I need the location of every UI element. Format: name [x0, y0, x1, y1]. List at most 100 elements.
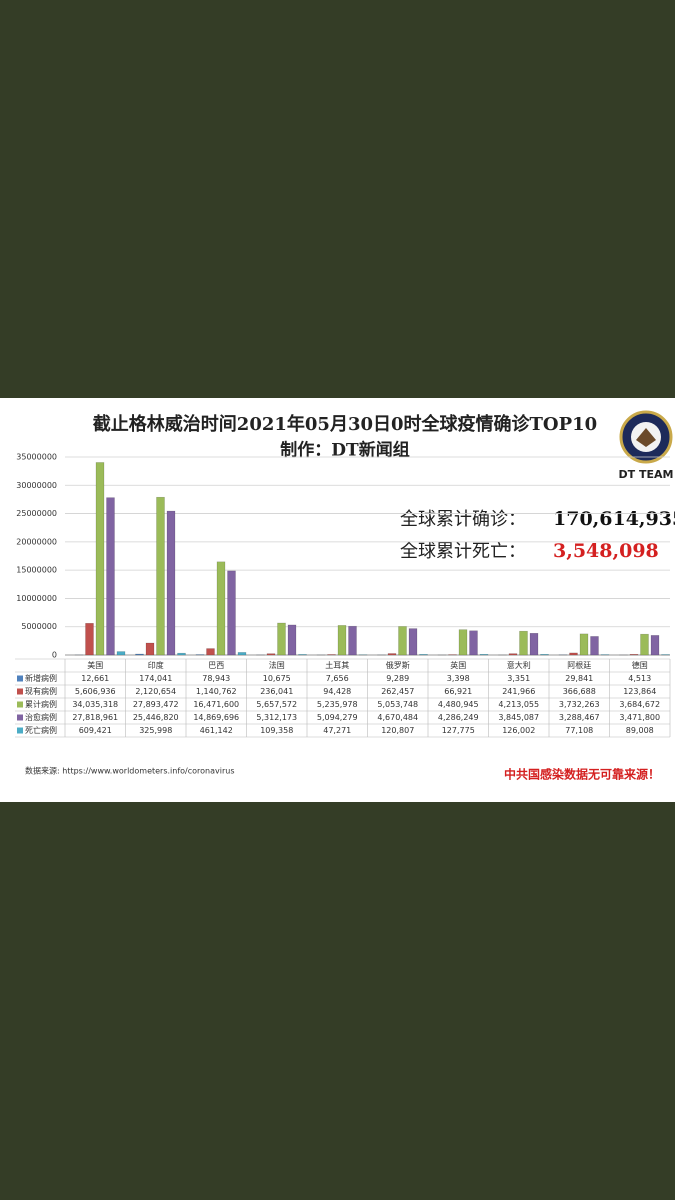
legend-label: 现有病例: [25, 686, 57, 696]
data-label: 5,235,978: [317, 700, 358, 709]
legend-swatch: [17, 688, 23, 695]
bar: [156, 496, 165, 656]
legend-swatch: [17, 675, 23, 682]
x-tick-label: 美国: [87, 660, 103, 670]
legend-label: 治愈病例: [25, 712, 57, 722]
data-label: 325,998: [139, 726, 172, 735]
annotation-value: 170,614,935: [553, 508, 675, 530]
x-tick-label: 意大利: [507, 660, 531, 670]
data-label: 78,943: [202, 674, 230, 683]
bar: [237, 652, 247, 656]
data-label: 27,818,961: [72, 713, 118, 722]
bar: [266, 653, 276, 656]
y-tick-label: 20000000: [16, 537, 57, 546]
data-label: 262,457: [381, 687, 414, 696]
bar: [216, 561, 226, 656]
legend-swatch: [17, 727, 23, 734]
bar: [95, 462, 105, 656]
data-label: 4,286,249: [438, 713, 479, 722]
legend-label: 新增病例: [25, 673, 57, 683]
bar: [298, 654, 307, 656]
y-tick-label: 25000000: [16, 509, 57, 518]
data-label: 3,845,087: [498, 713, 539, 722]
data-label: 66,921: [444, 687, 472, 696]
bar: [629, 654, 639, 656]
data-label: 3,288,467: [559, 713, 600, 722]
data-label: 2,120,654: [135, 687, 176, 696]
y-tick-label: 10000000: [16, 594, 57, 603]
logo: [619, 410, 673, 464]
data-label: 3,732,263: [559, 700, 600, 709]
data-label: 120,807: [381, 726, 414, 735]
x-tick-label: 俄罗斯: [386, 660, 410, 670]
source: 数据来源: https://www.worldometers.info/coro…: [25, 766, 235, 776]
bar: [408, 628, 418, 656]
legend-label: 累计病例: [25, 699, 57, 709]
x-tick-label: 英国: [450, 660, 466, 670]
bar: [590, 636, 599, 656]
legend-label: 死亡病例: [25, 725, 57, 735]
annotation-label: 全球累计确诊：: [400, 509, 526, 530]
data-label: 4,513: [628, 674, 651, 683]
data-label: 123,864: [623, 687, 656, 696]
data-label: 47,271: [323, 726, 351, 735]
x-tick-label: 巴西: [208, 661, 224, 670]
bar: [327, 654, 336, 656]
bar: [177, 652, 186, 656]
bar: [458, 629, 468, 656]
y-tick-label: 0: [52, 651, 57, 660]
annotation-label: 全球累计死亡：: [400, 541, 526, 562]
y-tick-label: 35000000: [16, 453, 57, 462]
bar: [650, 635, 660, 656]
data-label: 10,675: [263, 674, 291, 683]
bar: [579, 633, 589, 656]
logo-text: DT TEAM: [619, 468, 674, 481]
data-label: 3,684,672: [619, 700, 660, 709]
data-label: 16,471,600: [193, 700, 239, 709]
data-label: 366,688: [563, 687, 596, 696]
data-label: 77,108: [565, 726, 593, 735]
data-label: 7,656: [326, 674, 349, 683]
data-label: 29,841: [565, 674, 593, 683]
data-label: 34,035,318: [72, 700, 118, 709]
data-label: 5,657,572: [256, 700, 297, 709]
data-label: 5,312,173: [256, 713, 297, 722]
legend-swatch: [17, 714, 23, 721]
bar: [166, 510, 176, 656]
bar: [348, 625, 357, 656]
data-label: 12,661: [81, 674, 109, 683]
data-label: 4,480,945: [438, 700, 479, 709]
bar: [529, 632, 539, 656]
data-label: 609,421: [79, 726, 112, 735]
bar: [85, 623, 94, 656]
x-tick-label: 印度: [148, 660, 164, 670]
x-tick-label: 土耳其: [325, 660, 349, 670]
bar: [640, 633, 649, 656]
bar: [469, 630, 478, 656]
bar: [337, 625, 347, 656]
data-label: 3,398: [447, 674, 470, 683]
data-label: 3,471,800: [619, 713, 660, 722]
x-tick-label: 阿根廷: [567, 660, 591, 670]
data-label: 1,140,762: [196, 687, 237, 696]
data-label: 89,008: [626, 726, 654, 735]
bar: [479, 654, 489, 656]
chart-subtitle: 制作：DT新闻组: [280, 440, 409, 461]
data-label: 109,358: [260, 726, 293, 735]
x-tick-label: 法国: [269, 660, 285, 670]
data-label: 5,606,936: [75, 687, 116, 696]
bar: [227, 570, 236, 656]
bar: [398, 626, 407, 656]
data-label: 25,446,820: [133, 713, 179, 722]
bar: [419, 654, 428, 656]
data-label: 3,351: [507, 674, 530, 683]
bar: [287, 624, 297, 656]
bar: [661, 654, 670, 656]
y-tick-label: 30000000: [16, 481, 57, 490]
bar: [569, 652, 578, 656]
data-label: 9,289: [386, 674, 409, 683]
bar: [106, 497, 115, 656]
bar: [135, 653, 144, 656]
